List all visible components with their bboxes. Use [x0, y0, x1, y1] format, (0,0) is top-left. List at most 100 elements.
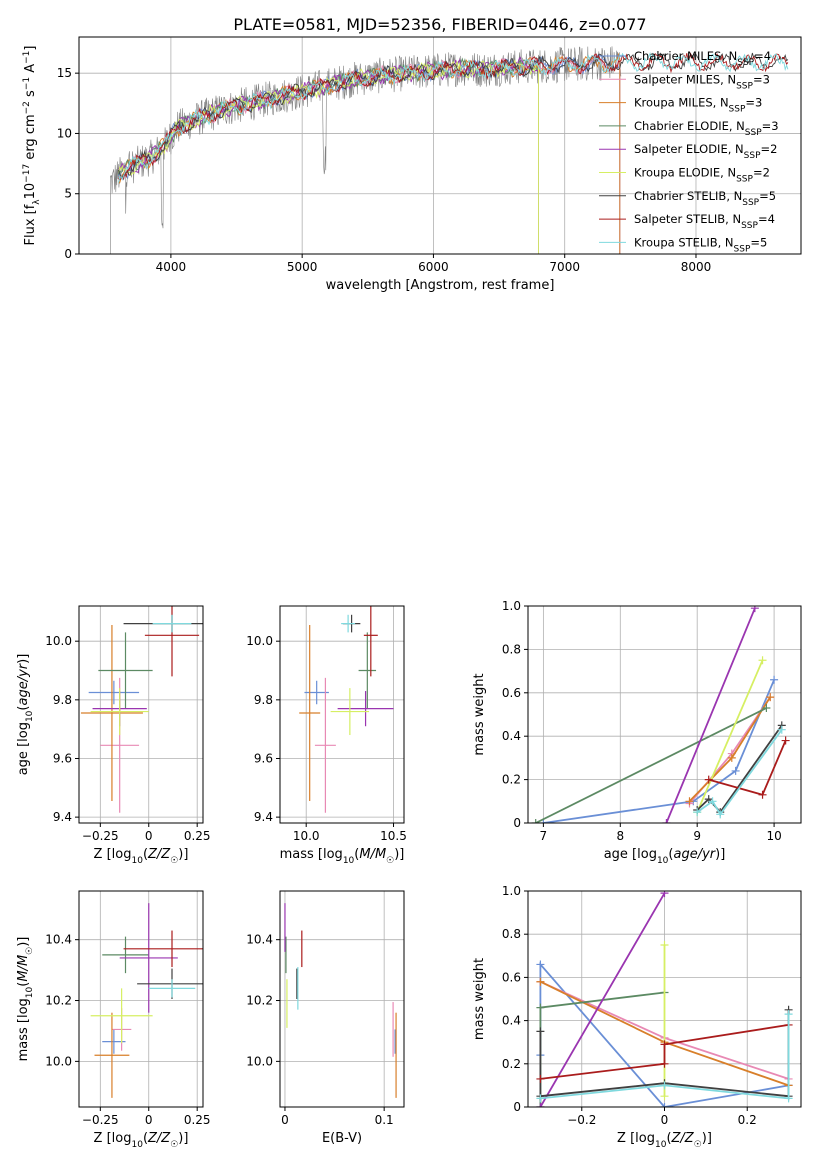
y-tick-label: 1.0 — [502, 599, 521, 613]
x-tick-label: 7000 — [549, 260, 580, 274]
plot-area — [536, 891, 793, 1107]
point-marker — [536, 1027, 545, 1036]
y-tick-label: 10.0 — [45, 1054, 72, 1068]
x-tick-label: 10.0 — [293, 829, 320, 843]
y-tick-label: 10.0 — [246, 634, 273, 648]
series-line — [665, 607, 756, 823]
x-tick-label: 0.25 — [184, 1113, 211, 1127]
point-marker — [766, 693, 775, 702]
x-axis-label: Z [log10(Z/Z☉)] — [94, 847, 189, 866]
y-tick-label: 0.6 — [502, 970, 521, 984]
x-tick-label: 9 — [693, 829, 701, 843]
legend-entry-salpeter-stelib: Salpeter STELIB, NSSP=4 — [634, 212, 775, 231]
series-line — [535, 707, 767, 823]
x-tick-label: −0.25 — [82, 829, 119, 843]
point-marker — [660, 1040, 669, 1049]
series-line-kroupa-stelib — [117, 51, 789, 183]
y-tick-label: 10.0 — [45, 634, 72, 648]
y-axis-label: mass weight — [472, 958, 487, 1040]
axes-frame — [78, 605, 204, 824]
x-tick-label: 7 — [540, 829, 548, 843]
y-axis-label: age [log10(age/yr)] — [16, 654, 35, 776]
point-chabrier-elodie — [358, 632, 377, 709]
point-chabrier-miles — [88, 680, 140, 705]
plot-mass_vs_Z: −0.25 0 0.25 10.0 10.2 10.4 Z [log10(Z/Z☉)] mas… — [16, 890, 211, 1150]
series-line — [540, 1014, 790, 1100]
point-marker — [660, 1092, 669, 1101]
series-chabrier-elodie — [531, 703, 771, 823]
y-tick-label: 0 — [513, 816, 521, 830]
legend-entry-chabrier-miles: Chabrier MILES, NSSP=4 — [634, 49, 771, 68]
y-tick-label: 10.4 — [246, 933, 273, 947]
plot-age_vs_mass: 10.0 10.5 9.4 9.6 9.8 10.0 mass [log10(M/M☉)] — [246, 605, 407, 866]
axes-frame — [279, 605, 405, 824]
point-marker — [731, 766, 740, 775]
plot-spectrum: 4000 5000 6000 7000 8000 0 5 10 15 wavelength [An… — [22, 36, 802, 293]
legend-entry-salpeter-elodie: Salpeter ELODIE, NSSP=2 — [634, 142, 777, 161]
plot-area — [284, 903, 397, 1098]
x-axis-label: Z [log10(Z/Z☉)] — [617, 1131, 712, 1150]
point-chabrier-elodie — [98, 632, 153, 709]
point-marker — [660, 1081, 669, 1090]
point-marker — [536, 960, 545, 969]
y-tick-label: 10.2 — [246, 994, 273, 1008]
point-marker — [660, 1103, 669, 1107]
point-marker — [531, 819, 540, 823]
point-kroupa-stelib — [341, 614, 356, 633]
y-axis-label: Flux [fλ10−17 erg cm−2 s−1 A−1] — [22, 46, 42, 246]
y-tick-label: 0.2 — [502, 773, 521, 787]
x-tick-label: 10 — [766, 829, 781, 843]
axes-frame — [527, 890, 802, 1108]
point-kroupa-elodie — [90, 988, 153, 1044]
plot-area — [110, 46, 789, 254]
point-salpeter-miles — [314, 677, 336, 813]
plot-mass_vs_EBV: 0 0.1 10.0 10.2 10.4 E(B-V) — [246, 890, 405, 1146]
point-marker — [536, 1003, 545, 1012]
x-axis-label: age [log10(age/yr)] — [604, 847, 726, 866]
x-tick-label: 0 — [661, 1113, 669, 1127]
y-tick-label: 10 — [57, 126, 72, 140]
y-tick-label: 0 — [64, 247, 72, 261]
series-line-salpeter-elodie — [118, 56, 539, 254]
point-marker — [716, 810, 725, 819]
plot-weight_vs_age: 7 8 9 10 0 0.2 0.4 0.6 0.8 1.0 age [log10(age/yr)]… — [472, 599, 802, 866]
series-kroupa-stelib — [693, 725, 786, 819]
series-salpeter-stelib — [704, 736, 790, 799]
x-tick-label: 10.5 — [380, 829, 407, 843]
point-marker — [708, 797, 717, 806]
grid — [79, 891, 203, 1107]
y-tick-label: 9.8 — [53, 693, 72, 707]
x-axis-label: wavelength [Angstrom, rest frame] — [326, 278, 555, 293]
series-line — [543, 679, 775, 823]
axes-frame — [78, 890, 204, 1108]
y-tick-label: 0 — [513, 1100, 521, 1114]
legend-entry-salpeter-miles: Salpeter MILES, NSSP=3 — [634, 72, 770, 91]
point-marker — [536, 1094, 545, 1103]
axes-frame — [527, 605, 802, 824]
y-tick-label: 9.6 — [53, 751, 72, 765]
grid — [79, 606, 203, 823]
x-tick-label: 4000 — [156, 260, 187, 274]
series-salpeter-elodie — [662, 606, 759, 823]
series-line — [540, 1024, 789, 1080]
point-kroupa-miles — [299, 625, 321, 802]
y-tick-label: 0.8 — [502, 642, 521, 656]
series-chabrier-miles — [539, 675, 779, 823]
point-salpeter-stelib — [144, 606, 200, 677]
y-tick-label: 9.4 — [53, 810, 72, 824]
grid — [280, 891, 404, 1107]
point-salpeter-stelib — [123, 930, 203, 968]
series-chabrier-stelib — [693, 721, 786, 817]
x-axis-label: mass [log10(M/M☉)] — [280, 847, 405, 866]
x-axis-label: Z [log10(Z/Z☉)] — [94, 1131, 189, 1150]
x-tick-label: 0.2 — [738, 1113, 757, 1127]
point-salpeter-stelib — [363, 606, 378, 677]
point-salpeter-elodie — [119, 903, 178, 1013]
x-tick-label: 0 — [281, 1113, 289, 1127]
point-marker — [784, 1094, 793, 1103]
y-tick-label: 15 — [57, 66, 72, 80]
point-marker — [704, 775, 713, 784]
point-kroupa-miles — [80, 625, 143, 802]
series-kroupa-stelib — [536, 1010, 793, 1103]
